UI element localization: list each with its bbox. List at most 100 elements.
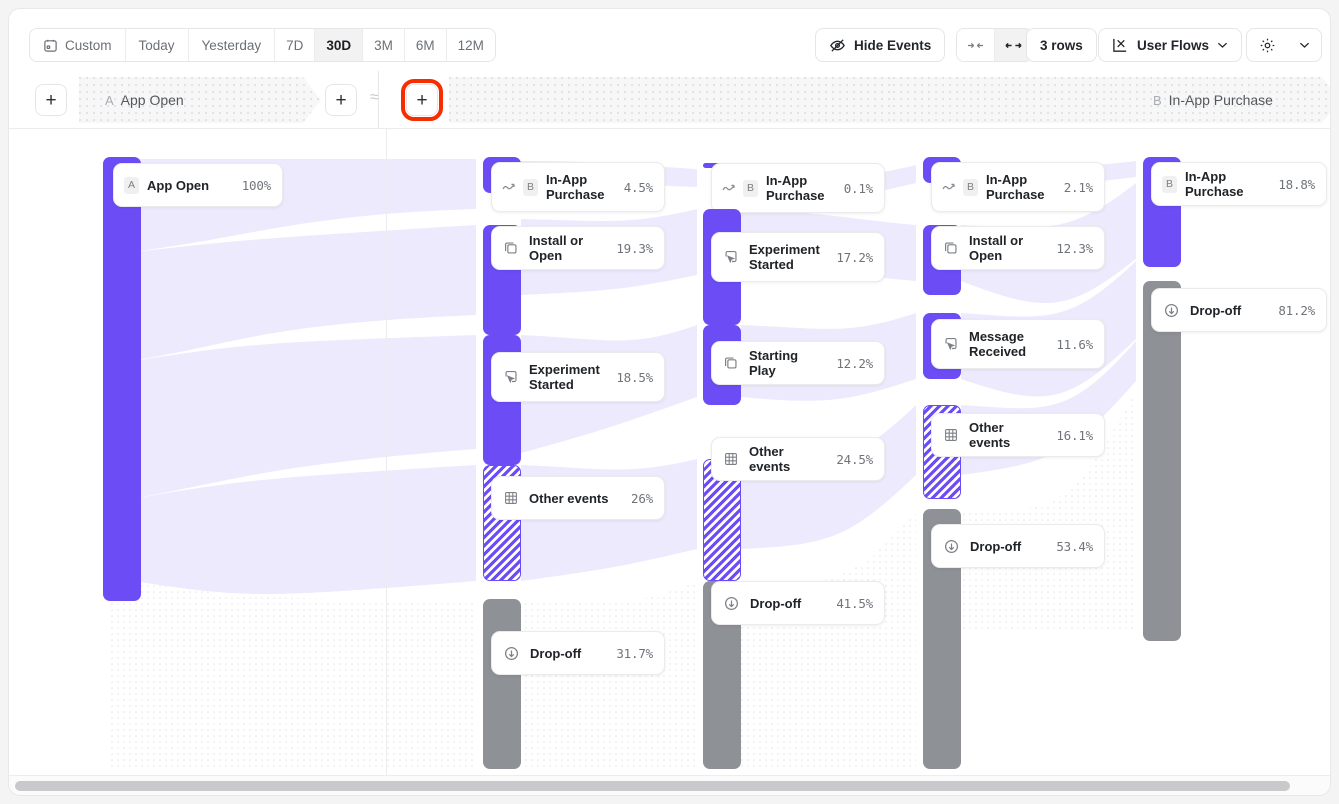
node-badge-a: A bbox=[124, 176, 139, 194]
step-header-label: App Open bbox=[120, 92, 184, 108]
node-label: Drop-off bbox=[750, 595, 802, 611]
settings-chevron-button[interactable] bbox=[1288, 29, 1321, 61]
horizontal-scrollbar[interactable] bbox=[9, 775, 1330, 795]
node-experiment-started-c1[interactable]: Experiment Started 18.5% bbox=[491, 352, 665, 402]
node-value: 81.2% bbox=[1278, 302, 1315, 318]
rows-count-button[interactable]: 3 rows bbox=[1026, 28, 1097, 62]
node-value: 41.5% bbox=[836, 595, 873, 611]
plus-icon: + bbox=[45, 89, 57, 111]
step-header-empty-3[interactable] bbox=[893, 77, 1133, 123]
drop-off-icon bbox=[1162, 301, 1181, 320]
node-value: 11.6% bbox=[1056, 336, 1093, 352]
node-value: 0.1% bbox=[843, 180, 874, 196]
node-value: 12.2% bbox=[836, 355, 873, 371]
node-bar[interactable] bbox=[483, 599, 521, 769]
node-label: In-App Purchase bbox=[546, 172, 605, 202]
calendar-icon bbox=[43, 38, 58, 53]
node-value: 53.4% bbox=[1056, 538, 1093, 554]
drop-off-icon bbox=[942, 537, 961, 556]
node-label: Experiment Started bbox=[529, 362, 600, 392]
cursor-box-icon bbox=[502, 368, 520, 386]
layers-icon bbox=[502, 239, 520, 257]
rows-count-label: 3 rows bbox=[1040, 37, 1083, 53]
layers-icon bbox=[722, 354, 740, 372]
range-7d[interactable]: 7D bbox=[275, 29, 316, 61]
range-custom[interactable]: Custom bbox=[30, 29, 126, 61]
node-value: 19.3% bbox=[616, 240, 653, 256]
scrollbar-thumb[interactable] bbox=[15, 781, 1290, 791]
add-step-before-button[interactable]: + bbox=[35, 84, 67, 116]
node-label: Install or Open bbox=[969, 233, 1024, 263]
trend-icon bbox=[722, 183, 736, 193]
range-custom-label: Custom bbox=[65, 37, 112, 53]
gear-icon-wrap[interactable] bbox=[1247, 29, 1288, 61]
node-label: Drop-off bbox=[1190, 302, 1242, 318]
node-value: 18.5% bbox=[616, 369, 653, 385]
chevron-down-icon bbox=[1217, 41, 1228, 49]
node-in-app-purchase-c3[interactable]: B In-App Purchase 2.1% bbox=[931, 162, 1105, 212]
node-in-app-purchase-c1[interactable]: B In-App Purchase 4.5% bbox=[491, 162, 665, 212]
node-in-app-purchase-c4[interactable]: B In-App Purchase 18.8% bbox=[1151, 162, 1327, 206]
node-drop-off-c3[interactable]: Drop-off 53.4% bbox=[931, 524, 1105, 568]
node-bar[interactable] bbox=[1143, 281, 1181, 641]
approx-symbol: ≈ bbox=[370, 89, 379, 106]
node-badge-b: B bbox=[743, 179, 758, 197]
step-header-band: + A App Open + ≈ + B In-App Purchase bbox=[9, 71, 1331, 129]
width-mode-segmented-control[interactable] bbox=[956, 28, 1033, 62]
step-header-in-app-purchase[interactable]: B In-App Purchase bbox=[1115, 77, 1331, 123]
node-install-or-open-c1[interactable]: Install or Open 19.3% bbox=[491, 226, 665, 270]
plus-icon: + bbox=[335, 89, 347, 111]
node-bar[interactable] bbox=[103, 157, 141, 601]
node-label: Message Received bbox=[969, 329, 1027, 359]
cursor-box-icon bbox=[942, 335, 960, 353]
step-header-empty-1[interactable] bbox=[449, 77, 689, 123]
trend-icon bbox=[942, 182, 956, 192]
node-other-events-c2[interactable]: Other events 24.5% bbox=[711, 437, 885, 481]
range-6m[interactable]: 6M bbox=[404, 29, 447, 61]
toolbar: Custom Today Yesterday 7D 30D 3M 6M 12M bbox=[9, 9, 1330, 71]
sankey-canvas: A App Open 100% B In-App Purchase 4.5% bbox=[9, 129, 1330, 777]
node-message-received-c3[interactable]: Message Received 11.6% bbox=[931, 319, 1105, 369]
node-label: Install or Open bbox=[529, 233, 584, 263]
node-drop-off-c2[interactable]: Drop-off 41.5% bbox=[711, 581, 885, 625]
layers-icon bbox=[942, 239, 960, 257]
node-value: 16.1% bbox=[1056, 427, 1093, 443]
range-30d-label: 30D bbox=[326, 37, 352, 53]
date-range-segmented-control[interactable]: Custom Today Yesterday 7D 30D 3M 6M 12M bbox=[29, 28, 496, 62]
range-3m[interactable]: 3M bbox=[363, 29, 405, 61]
range-12m-label: 12M bbox=[457, 37, 484, 53]
expand-width-button[interactable] bbox=[995, 29, 1032, 61]
step-header-empty-2[interactable] bbox=[671, 77, 911, 123]
add-step-button[interactable]: + bbox=[325, 84, 357, 116]
range-today[interactable]: Today bbox=[125, 29, 189, 61]
eye-off-icon bbox=[829, 37, 846, 54]
node-install-or-open-c3[interactable]: Install or Open 12.3% bbox=[931, 226, 1105, 270]
range-30d[interactable]: 30D bbox=[315, 29, 364, 61]
settings-button[interactable] bbox=[1246, 28, 1322, 62]
range-yesterday[interactable]: Yesterday bbox=[188, 29, 276, 61]
grid-icon bbox=[942, 426, 960, 444]
node-other-events-c1[interactable]: Other events 26% bbox=[491, 476, 665, 520]
hide-events-button[interactable]: Hide Events bbox=[815, 28, 946, 62]
node-label: App Open bbox=[147, 177, 210, 193]
expand-horizontal-icon bbox=[1005, 39, 1022, 52]
node-experiment-started-c2[interactable]: Experiment Started 17.2% bbox=[711, 232, 885, 282]
node-value: 100% bbox=[241, 177, 272, 193]
drop-off-icon bbox=[502, 644, 521, 663]
node-drop-off-c4[interactable]: Drop-off 81.2% bbox=[1151, 288, 1327, 332]
hide-events-label: Hide Events bbox=[854, 37, 932, 53]
node-drop-off-c1[interactable]: Drop-off 31.7% bbox=[491, 631, 665, 675]
node-in-app-purchase-c2[interactable]: B In-App Purchase 0.1% bbox=[711, 163, 885, 213]
step-header-app-open[interactable]: A App Open bbox=[79, 77, 321, 123]
trend-icon bbox=[502, 182, 516, 192]
node-app-open[interactable]: A App Open 100% bbox=[113, 163, 283, 207]
view-type-label: User Flows bbox=[1137, 37, 1210, 53]
node-other-events-c3[interactable]: Other events 16.1% bbox=[931, 413, 1105, 457]
collapse-width-button[interactable] bbox=[957, 29, 995, 61]
add-step-highlighted-button[interactable]: + bbox=[401, 79, 443, 121]
range-12m[interactable]: 12M bbox=[446, 29, 495, 61]
cursor-box-icon bbox=[722, 248, 740, 266]
node-starting-play-c2[interactable]: Starting Play 12.2% bbox=[711, 341, 885, 385]
range-6m-label: 6M bbox=[415, 37, 435, 53]
view-type-dropdown[interactable]: User Flows bbox=[1098, 28, 1243, 62]
